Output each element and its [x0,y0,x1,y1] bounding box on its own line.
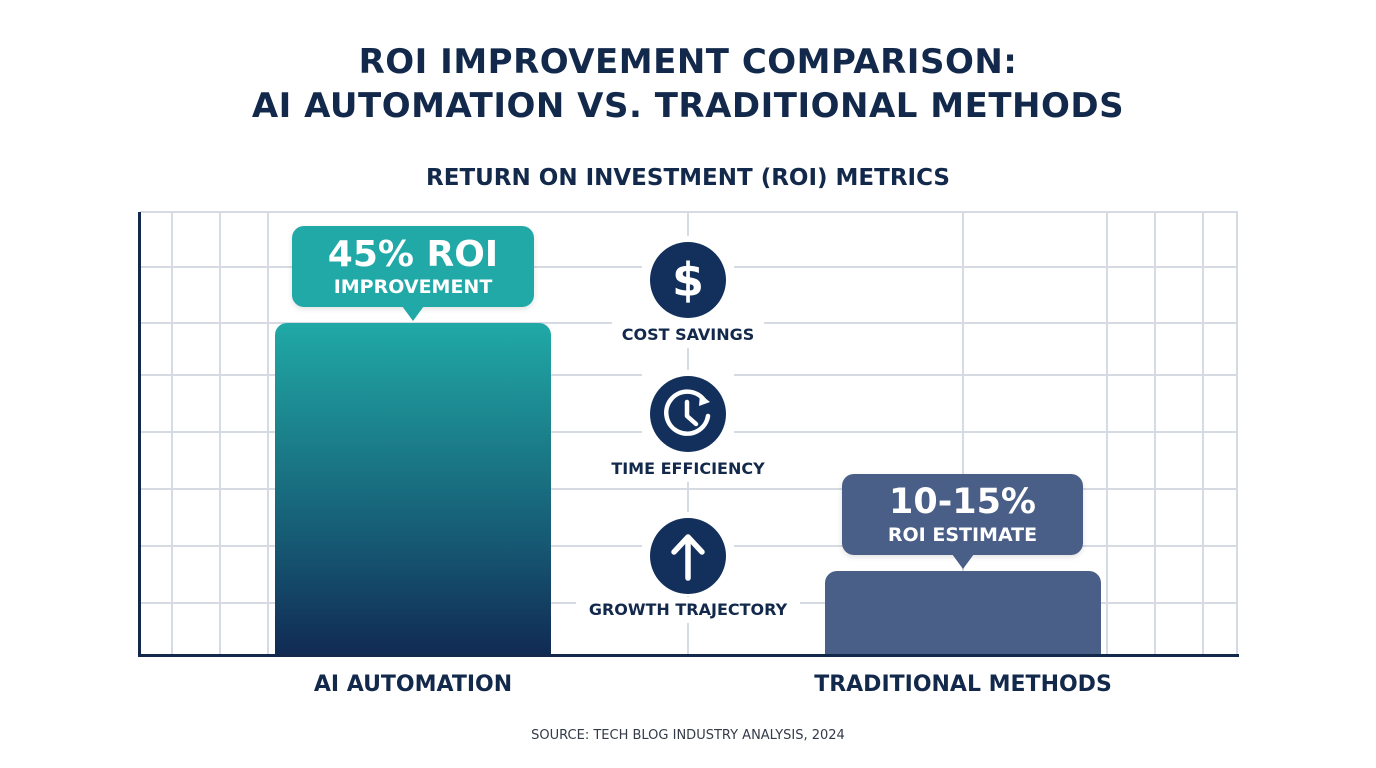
dollar-icon: $ [650,242,726,318]
grid-line [1106,212,1108,655]
x-axis [138,654,1239,657]
source-note: SOURCE: TECH BLOG INDUSTRY ANALYSIS, 202… [531,728,845,743]
y-axis [138,212,141,657]
grid-line [267,212,269,655]
callout-traditional-caption: ROI ESTIMATE [887,524,1038,546]
callout-traditional-roi: 10-15% ROI ESTIMATE [842,474,1083,569]
metric-label-cost-savings: COST SAVINGS [621,325,755,344]
callout-ai-value: 45% ROI [327,234,499,275]
chart-title-line-2: AI AUTOMATION VS. TRADITIONAL METHODS [251,86,1125,126]
chart-subtitle: RETURN ON INVESTMENT (ROI) METRICS [426,165,950,191]
callout-ai-roi: 45% ROI IMPROVEMENT [292,226,534,321]
grid-line [171,212,173,655]
metric-label-growth-trajectory: GROWTH TRAJECTORY [588,600,788,619]
arrow-up-icon [650,518,726,594]
chart-title: ROI IMPROVEMENT COMPARISON: AI AUTOMATIO… [0,40,1376,128]
grid-line [1202,212,1204,655]
grid-line [219,212,221,655]
metric-label-time-efficiency: TIME EFFICIENCY [611,459,765,478]
bar-traditional-methods [825,571,1101,656]
grid-line [140,211,1238,213]
svg-text:$: $ [672,254,704,306]
category-label-ai-automation: AI AUTOMATION [313,672,513,697]
callout-ai-caption: IMPROVEMENT [333,276,493,298]
callout-traditional-value: 10-15% [888,482,1036,522]
metric-backdrop [612,320,764,348]
metric-backdrop [576,597,800,623]
category-label-traditional-methods: TRADITIONAL METHODS [814,672,1112,697]
metric-backdrop [602,456,774,482]
clock-refresh-icon [650,376,726,452]
grid-line [1154,212,1156,655]
grid-line [140,488,1238,490]
grid-line [962,212,964,655]
bar-ai-automation [275,323,551,656]
grid-line [1236,212,1238,655]
chart-title-line-1: ROI IMPROVEMENT COMPARISON: [358,42,1018,82]
